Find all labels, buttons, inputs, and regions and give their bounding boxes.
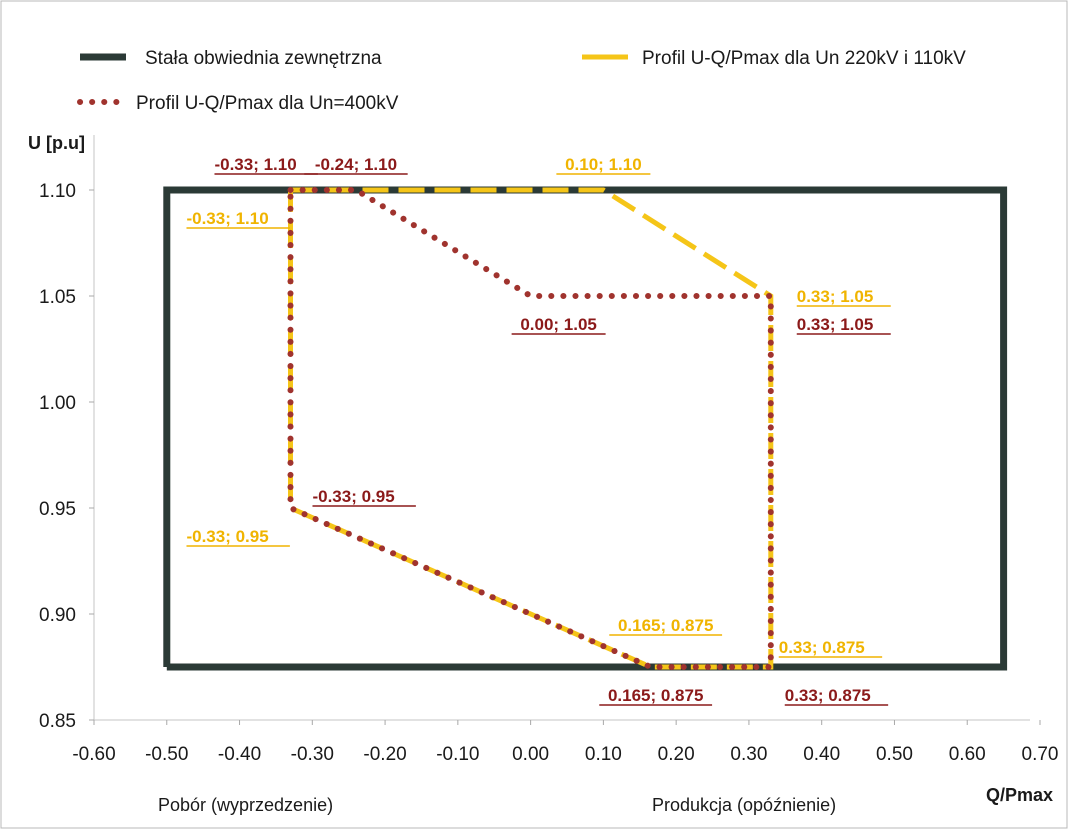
- x-tick-label-0-60: -0.60: [72, 744, 115, 765]
- axes: 0.85 0.90 0.95 1.00 1.05 1.10 -0.60 -0.50 -0.40 -…: [39, 135, 1058, 765]
- x-tick-label-0-30: 0.30: [730, 744, 767, 765]
- x-tick-label-0-50: 0.50: [876, 744, 913, 765]
- data-label: -0.33; 0.95: [312, 487, 394, 506]
- x-tick-label-0-40: 0.40: [803, 744, 840, 765]
- data-label: 0.33; 1.05: [797, 315, 874, 334]
- x-tick-label-0-30: -0.30: [291, 744, 334, 765]
- data-label: -0.24; 1.10: [315, 155, 397, 174]
- legend: Stała obwiednia zewnętrzna Profil U-Q/Pma…: [77, 48, 966, 114]
- data-label: 0.165; 0.875: [608, 686, 703, 705]
- y-tick-label-1-00: 1.00: [39, 393, 76, 414]
- right-caption: Produkcja (opóźnienie): [652, 795, 836, 815]
- data-label: 0.33; 0.875: [779, 638, 865, 657]
- legend-label-dotted: Profil U-Q/Pmax dla Un=400kV: [136, 93, 399, 114]
- series-line-dotted: [287, 187, 774, 670]
- x-tick-label-0-10: 0.10: [585, 744, 622, 765]
- left-caption: Pobór (wyprzedzenie): [158, 795, 333, 815]
- y-tick-label-0-90: 0.90: [39, 605, 76, 626]
- x-axis-label: Q/Pmax: [986, 785, 1053, 805]
- data-label: 0.10; 1.10: [565, 155, 642, 174]
- data-label: 0.165; 0.875: [618, 616, 713, 635]
- data-label: -0.33; 1.10: [214, 155, 296, 174]
- data-label: -0.33; 0.95: [186, 527, 268, 546]
- y-tick-label-1-05: 1.05: [39, 287, 76, 308]
- x-tick-label-0-10: -0.10: [436, 744, 479, 765]
- y-tick-label-1-10: 1.10: [39, 181, 76, 202]
- y-axis-label: U [p.u]: [28, 133, 85, 153]
- annotations: -0.33; 1.10 -0.24; 1.10 0.10; 1.10 -0.33; 1…: [186, 155, 891, 706]
- x-tick-label-0-70: 0.70: [1022, 744, 1059, 765]
- series-line-solid: [163, 186, 1008, 671]
- x-tick-label-0-50: -0.50: [145, 744, 188, 765]
- legend-label-solid: Stała obwiednia zewnętrzna: [145, 48, 382, 69]
- y-tick-label-0-95: 0.95: [39, 499, 76, 520]
- x-tick-label-0-20: -0.20: [363, 744, 406, 765]
- data-label: -0.33; 1.10: [186, 209, 268, 228]
- x-tick-label-0-00: 0.00: [512, 744, 549, 765]
- x-tick-label-0-40: -0.40: [218, 744, 261, 765]
- x-tick-label-0-60: 0.60: [949, 744, 986, 765]
- legend-label-dashed: Profil U-Q/Pmax dla Un 220kV i 110kV: [642, 48, 966, 69]
- series-layer: [163, 186, 1008, 671]
- data-label: 0.33; 0.875: [785, 686, 871, 705]
- data-label: 0.00; 1.05: [520, 315, 597, 334]
- y-tick-label-0-85: 0.85: [39, 711, 76, 732]
- data-label: 0.33; 1.05: [797, 287, 874, 306]
- x-tick-label-0-20: 0.20: [658, 744, 695, 765]
